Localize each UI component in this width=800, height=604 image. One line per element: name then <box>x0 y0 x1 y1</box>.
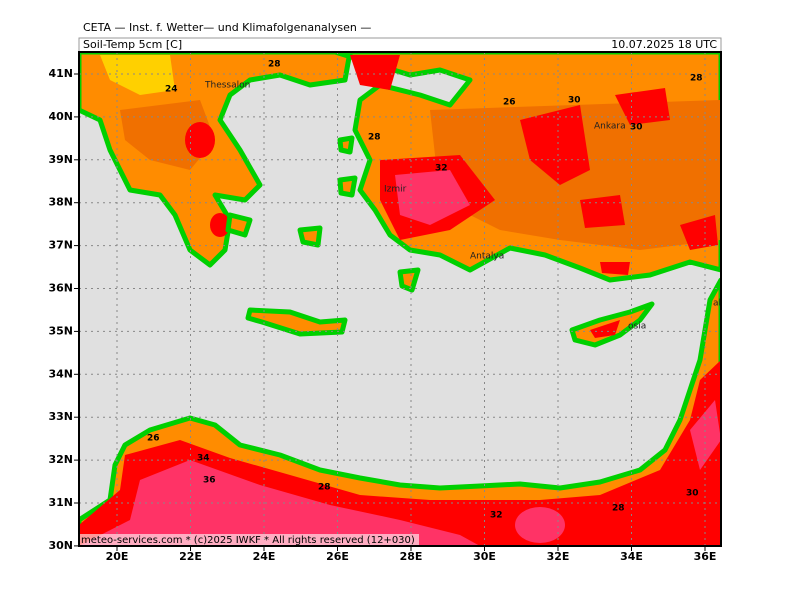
contour-label: 28 <box>690 74 703 84</box>
lat-tick-label: 37N <box>48 239 73 252</box>
lon-tick-label: 20E <box>106 550 129 563</box>
map: Thessalon Ankara Antalya Izmir osia akia… <box>79 52 732 546</box>
contour-label: 26 <box>147 434 160 444</box>
city-label: Ankara <box>594 122 626 132</box>
contour-label: 28 <box>368 133 381 143</box>
lat-tick-label: 41N <box>48 67 73 80</box>
lat-tick-label: 40N <box>48 110 73 123</box>
footer-bg <box>79 534 419 546</box>
contour-label: 28 <box>612 504 625 514</box>
city-label: osia <box>628 322 646 332</box>
balkans <box>79 52 353 268</box>
axes: 20E 22E 24E 26E 28E 30E 32E 34E 36E 41N 40N 39N 38N 3… <box>48 67 716 563</box>
lat-tick-label: 33N <box>48 410 73 423</box>
date: 10.07.2025 18 UTC <box>611 38 717 51</box>
lat-tick-label: 34N <box>48 367 73 380</box>
city-label: akia <box>713 299 732 309</box>
contour-label: 32 <box>435 164 448 174</box>
lat-tick-label: 31N <box>48 496 73 509</box>
contour-label: 36 <box>203 476 216 486</box>
title: Soil-Temp 5cm [C] <box>83 38 182 51</box>
frame <box>78 51 722 547</box>
city-label: Thessalon <box>204 81 250 91</box>
warm-patch <box>100 55 175 95</box>
lon-tick-label: 28E <box>400 550 423 563</box>
patch <box>600 262 630 275</box>
contour-label: 28 <box>318 483 331 493</box>
patch <box>615 88 670 125</box>
lat-tick-label: 39N <box>48 153 73 166</box>
lon-tick-label: 24E <box>253 550 276 563</box>
patch <box>515 507 565 543</box>
crete <box>245 307 348 337</box>
patch <box>395 170 470 225</box>
lon-tick-label: 32E <box>547 550 570 563</box>
island <box>225 212 253 238</box>
contour-label: 30 <box>630 123 643 133</box>
lat-tick-label: 36N <box>48 282 73 295</box>
patch <box>680 215 718 250</box>
island <box>297 225 323 248</box>
patch <box>690 400 721 470</box>
patch <box>210 213 230 237</box>
contour-label: 30 <box>686 489 699 499</box>
island <box>337 135 355 155</box>
island <box>337 175 358 198</box>
contour-label: 30 <box>568 96 581 106</box>
city-label: Antalya <box>470 252 504 262</box>
city-label: Izmir <box>384 185 407 195</box>
lat-tick-label: 38N <box>48 196 73 209</box>
lat-tick-label: 35N <box>48 324 73 337</box>
patch <box>580 195 625 228</box>
footer: meteo-services.com * (c)2025 IWKF * All … <box>81 535 415 546</box>
patch <box>79 460 480 546</box>
lat-tick-label: 32N <box>48 453 73 466</box>
lon-tick-label: 34E <box>620 550 643 563</box>
contour-label: 32 <box>490 511 503 521</box>
patch <box>185 122 215 158</box>
contour-label: 26 <box>503 98 516 108</box>
patch <box>520 105 590 185</box>
grid <box>79 52 721 546</box>
lon-tick-label: 26E <box>326 550 349 563</box>
lon-tick-label: 30E <box>473 550 496 563</box>
lat-tick-label: 30N <box>48 539 73 552</box>
institute: CETA — Inst. f. Wetter— und Klimafolgena… <box>83 21 371 34</box>
contour-label: 28 <box>268 60 281 70</box>
island <box>397 267 421 293</box>
contour-label: 24 <box>165 85 178 95</box>
patch <box>350 55 400 90</box>
lon-tick-label: 22E <box>179 550 202 563</box>
patch <box>590 320 620 338</box>
contour-label: 34 <box>197 454 210 464</box>
lon-tick-label: 36E <box>694 550 717 563</box>
